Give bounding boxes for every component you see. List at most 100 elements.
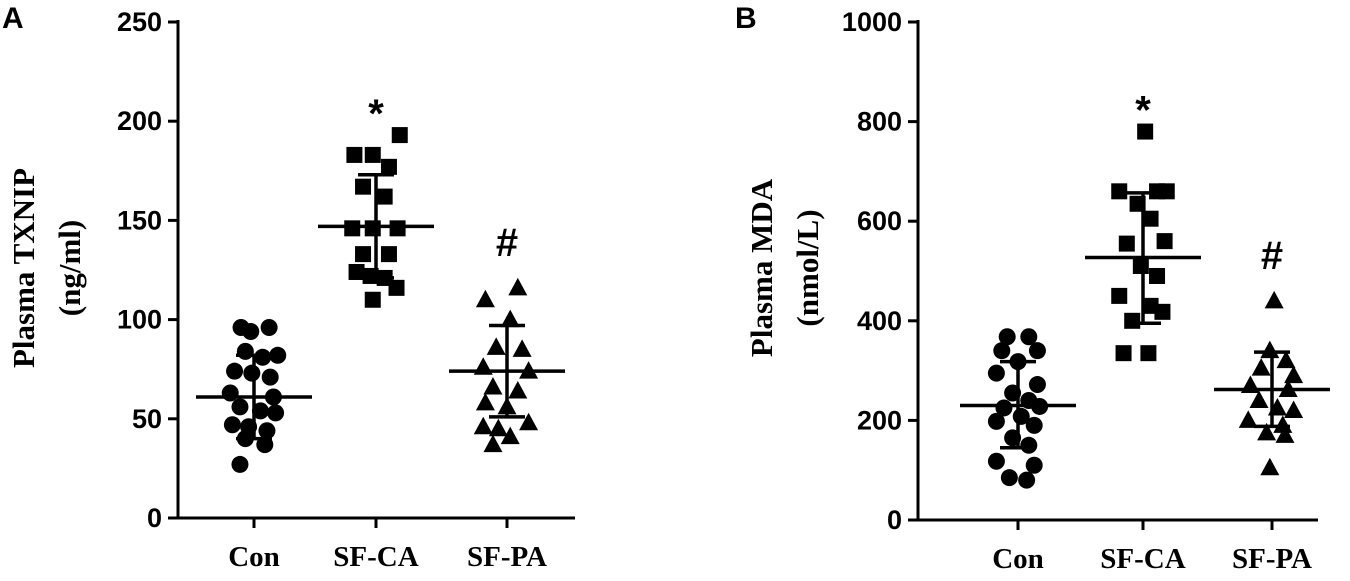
panel-b-sf-pa-data-point (1238, 410, 1258, 428)
panel-b-sf-pa-data-point (1260, 340, 1280, 359)
panel-b-con-data-point (993, 342, 1011, 360)
panel-b-sf-pa-data-point (1264, 290, 1284, 309)
panel-b-y-tick-label: 0 (887, 505, 902, 535)
panel-b-con-data-point (1028, 376, 1046, 394)
panel-a-category-label: SF-CA (333, 541, 418, 573)
panel-a-con-data-point (269, 346, 287, 364)
panel-a-sf-pa-data-point (512, 339, 532, 357)
panel-a-sf-ca-data-point (348, 263, 365, 280)
panel-a-y-tick-label: 200 (117, 106, 162, 136)
panel-b-category-label: SF-CA (1100, 543, 1185, 575)
panel-a-con-data-point (231, 455, 249, 473)
panel-b-category-label: SF-PA (1232, 543, 1312, 575)
panel-a-category-label: SF-PA (467, 541, 547, 573)
panel-a-sf-ca-data-point (376, 188, 393, 205)
panel-a-con-data-point (260, 319, 278, 337)
panel-a-con-data-point (261, 368, 279, 386)
panel-a-sf-pa-data-point (519, 412, 539, 431)
panel-b-sf-ca-data-point (1142, 210, 1159, 227)
panel-a-con-data-point (251, 402, 269, 420)
panel-a-sf-pa-data-point (508, 277, 528, 296)
panel-b-sf-ca-data-point (1149, 267, 1166, 284)
panel-b-sf-pa-data-point (1251, 358, 1271, 376)
panel-a-sf-ca-data-point (391, 127, 408, 144)
panel-a-sf-ca-data-point (355, 178, 372, 195)
panel-b-sf-ca-data-point (1154, 303, 1171, 320)
panel-a-sf-pa-data-point (508, 381, 528, 399)
panel-a-y-tick-label: 250 (117, 7, 162, 37)
panel-a-con-data-point (221, 384, 239, 402)
panel-b-sf-pa-data-point (1273, 415, 1293, 433)
panel-a-sf-ca-data-point (364, 146, 381, 163)
panel-a-con-data-point (267, 404, 285, 422)
panel-b-con-data-point (1020, 436, 1038, 454)
panel-b-sf-ca-data-point (1137, 123, 1154, 140)
panel-a-sf-pa-data-point (486, 337, 506, 355)
panel-a-con-data-point (242, 323, 260, 341)
panel-a-sf-pa-data-point (483, 434, 503, 453)
panel-a-sf-ca-data-point (344, 220, 361, 237)
panel-b-con-data-point (987, 452, 1005, 470)
panel-a-con-data-point (223, 416, 241, 434)
panel-a-sf-ca-data-point (389, 220, 406, 237)
panel-b-sf-ca-data-point (1111, 183, 1128, 200)
panel-b-mda-chart: B 0 200 400 600 800 1000 Plasma MDA (nmol/L) Con S… (735, 2, 1330, 575)
panel-a-y-tick-label: 0 (147, 503, 162, 533)
panel-b-y-tick-label: 200 (857, 405, 902, 435)
panel-a-con-data-point (231, 398, 249, 416)
panel-b-con-data-point (998, 328, 1016, 346)
panel-b-sf-pa-significance-mark: # (1261, 234, 1283, 278)
panel-b-con-data-point (987, 412, 1005, 430)
panel-b-con-data-point (995, 399, 1013, 417)
panel-a-y-axis-title-line1: Plasma TXNIP (6, 168, 41, 368)
panel-a-con-data-point (243, 364, 261, 382)
panel-b-sf-pa-data-point (1275, 425, 1295, 443)
panel-a-sf-pa-data-point (475, 392, 495, 411)
panel-a-sf-pa-significance-mark: # (496, 221, 518, 265)
panel-b-con-data-point (1028, 342, 1046, 360)
panel-a-y-tick-label: 100 (117, 305, 162, 335)
panel-a-sf-pa-data-point (483, 377, 503, 395)
panel-a-y-axis-title-line2: (ng/ml) (52, 220, 87, 316)
panel-a-y-tick-label: 50 (132, 404, 162, 434)
panel-b-sf-pa-data-point (1257, 422, 1277, 441)
panel-a-con-data-point (226, 362, 244, 380)
panel-b-sf-ca-data-point (1132, 258, 1149, 275)
panel-a-sf-ca-data-point (346, 146, 363, 163)
panel-b-sf-pa-data-point (1260, 457, 1280, 476)
panel-a-sf-ca-data-point (364, 220, 381, 237)
panel-b-sf-pa-data-point (1284, 400, 1304, 418)
panel-b-sf-pa-data-point (1284, 365, 1304, 384)
panel-a-sf-ca-data-point (380, 158, 397, 175)
panel-b-y-tick-label: 800 (857, 107, 902, 137)
panel-a-con-data-point (254, 348, 272, 366)
panel-b-y-tick-label: 600 (857, 206, 902, 236)
panel-a-txnip-chart: A 0 50 100 150 200 250 Plasma TXNIP (ng/ml) Con SF… (2, 2, 575, 573)
panel-b-sf-pa-data-point (1276, 350, 1296, 369)
panel-b-con-data-point (987, 364, 1005, 382)
panel-b-sf-ca-data-point (1140, 345, 1157, 362)
panel-b-y-axis-title-line1: Plasma MDA (744, 178, 779, 357)
panel-b-category-label: Con (992, 543, 1044, 575)
panel-a-con-data-point (258, 422, 276, 440)
panel-b-sf-pa-data-point (1249, 390, 1269, 408)
panel-a-sf-ca-data-point (355, 246, 372, 263)
panel-a-con-data-point (236, 342, 254, 360)
panel-a-sf-ca-significance-mark: * (368, 92, 384, 136)
panel-b-con-data-point (1018, 471, 1036, 489)
panel-a-sf-pa-data-point (475, 289, 495, 308)
panel-a-letter: A (2, 2, 24, 35)
panel-b-sf-ca-significance-mark: * (1135, 89, 1151, 133)
panel-b-sf-ca-data-point (1111, 287, 1128, 304)
panel-a-category-label: Con (228, 541, 280, 573)
panel-a-sf-ca-data-point (388, 279, 405, 296)
panel-b-letter: B (735, 2, 757, 35)
panel-b-con-data-point (1020, 328, 1038, 346)
panel-b-con-data-point (1025, 456, 1043, 474)
panel-a-sf-ca-data-point (364, 291, 381, 308)
panel-b-sf-ca-data-point (1118, 235, 1135, 252)
panel-b-y-tick-label: 1000 (842, 7, 902, 37)
panel-b-sf-ca-data-point (1124, 312, 1141, 329)
panel-a-sf-pa-data-point (488, 418, 508, 437)
